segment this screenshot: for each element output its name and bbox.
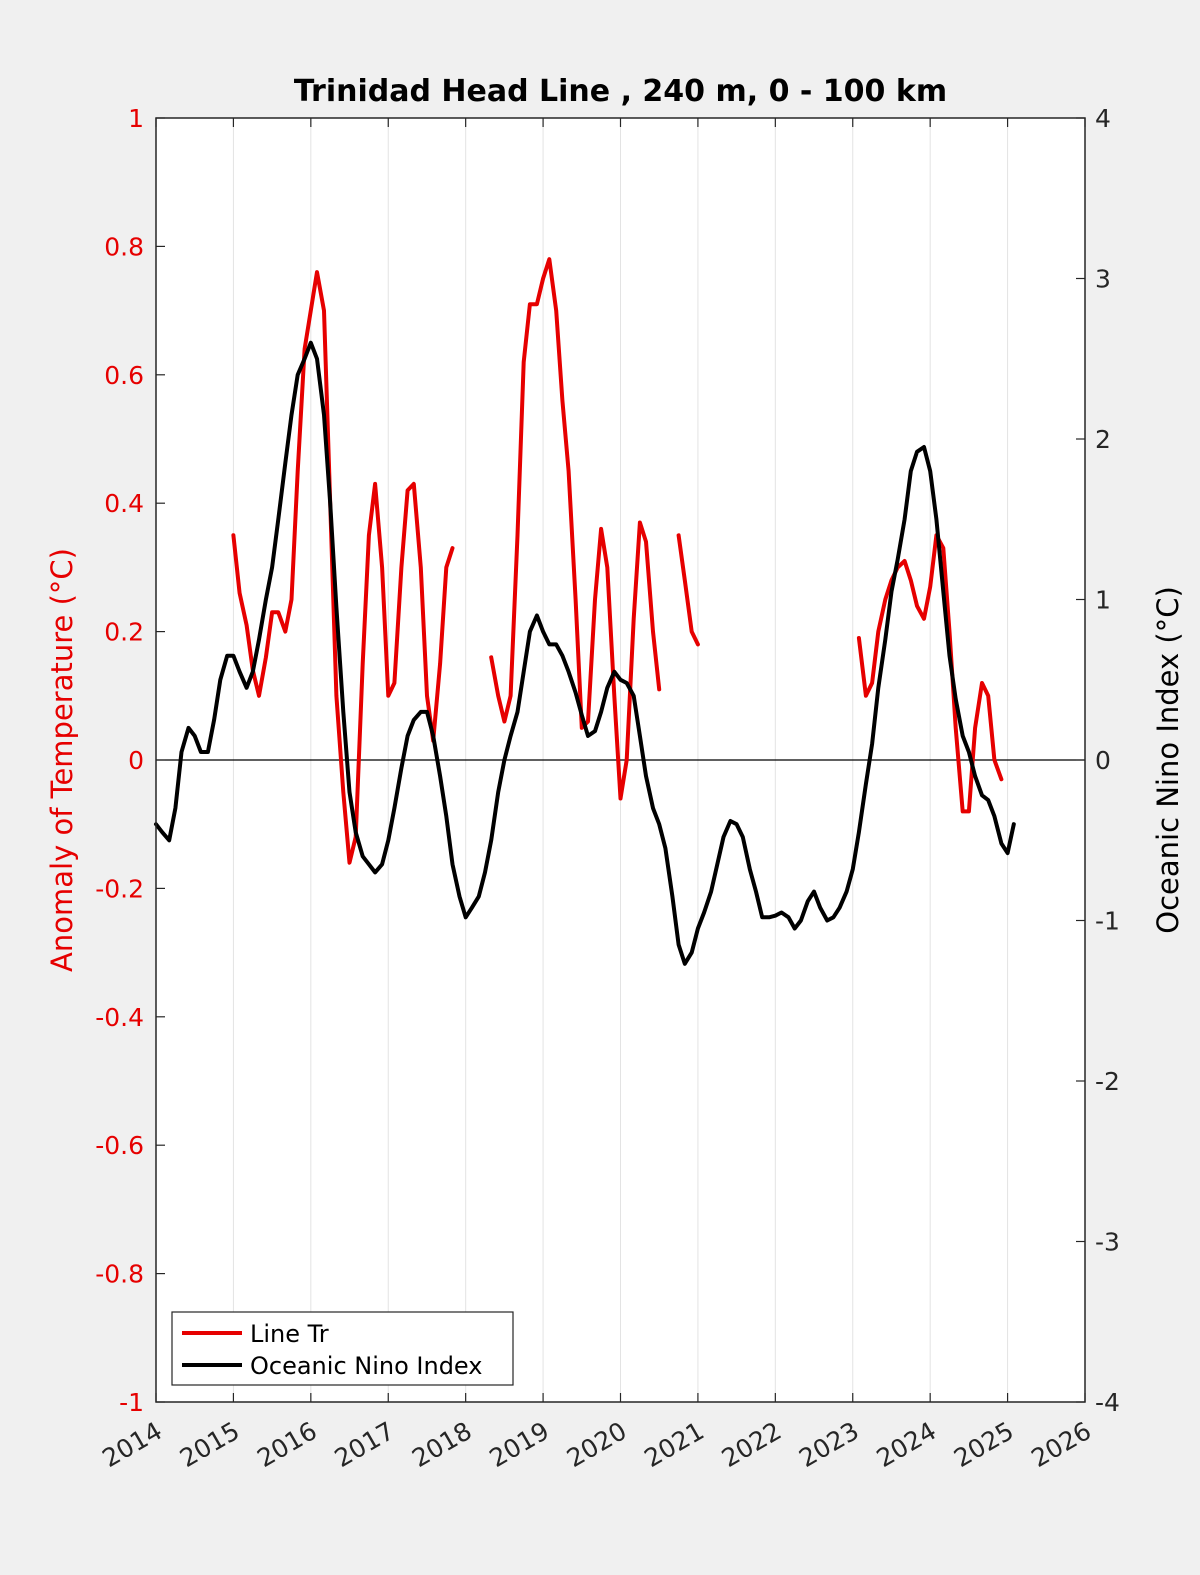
right-tick-label: 0 (1095, 746, 1111, 775)
line-tr-segment-2 (676, 533, 700, 647)
left-tick-label: 0.6 (104, 361, 144, 390)
legend: Line Tr Oceanic Nino Index (171, 1311, 514, 1386)
left-tick-label: -0.8 (95, 1260, 144, 1289)
right-tick-label: 1 (1095, 586, 1111, 615)
left-axis-label: Anomaly of Temperature (°C) (45, 548, 79, 972)
right-tick-label: -2 (1095, 1067, 1120, 1096)
left-tick-label: 0.2 (104, 618, 144, 647)
right-tick-label: -1 (1095, 907, 1120, 936)
left-tick-label: 1 (128, 104, 144, 133)
left-tick-label: -1 (119, 1388, 144, 1417)
right-axis-label: Oceanic Nino Index (°C) (1151, 586, 1185, 934)
series-layer (154, 257, 1016, 966)
left-tick-label: -0.2 (95, 874, 144, 903)
left-tick-label: 0 (128, 746, 144, 775)
legend-label-oni: Oceanic Nino Index (250, 1352, 482, 1380)
left-tick-label: 0.4 (104, 489, 144, 518)
right-tick-label: 4 (1095, 104, 1111, 133)
left-tick-label: 0.8 (104, 232, 144, 261)
right-tick-label: -3 (1095, 1228, 1120, 1257)
right-tick-label: -4 (1095, 1388, 1120, 1417)
line-tr-segment-1 (489, 257, 662, 801)
line-tr-segment-0 (231, 270, 455, 865)
legend-box (171, 1311, 514, 1386)
chart-title: Trinidad Head Line , 240 m, 0 - 100 km (294, 74, 947, 109)
left-tick-label: -0.4 (95, 1003, 144, 1032)
legend-label-line-tr: Line Tr (250, 1320, 329, 1348)
line-tr-segment-3 (856, 533, 1004, 814)
right-tick-label: 3 (1095, 265, 1111, 294)
right-tick-label: 2 (1095, 425, 1111, 454)
oni-segment-0 (154, 340, 1016, 966)
left-tick-label: -0.6 (95, 1131, 144, 1160)
